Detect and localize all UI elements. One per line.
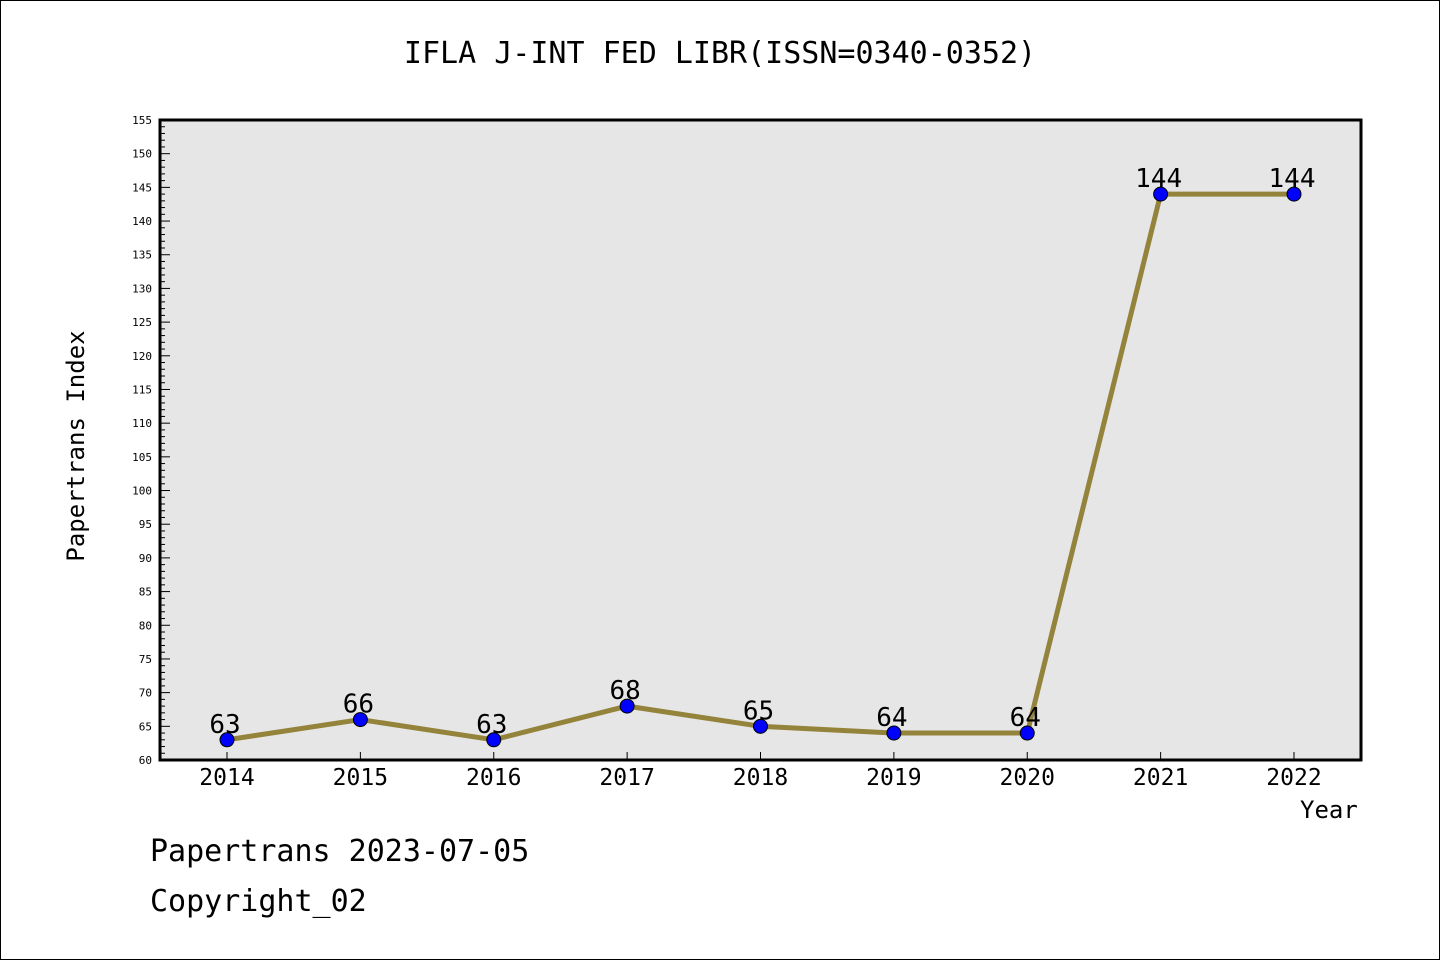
data-point: [486, 732, 502, 748]
y-tick-label: 115: [132, 383, 152, 396]
data-point: [1019, 725, 1035, 741]
data-label: 144: [1269, 164, 1316, 194]
x-tick-label: 2018: [733, 765, 788, 791]
data-point: [1153, 186, 1169, 202]
x-tick-label: 2015: [333, 765, 388, 791]
x-axis-label: Year: [1300, 796, 1358, 824]
y-tick-label: 120: [132, 350, 152, 363]
data-label: 63: [476, 710, 507, 740]
x-tick-label: 2022: [1266, 765, 1321, 791]
y-tick-label: 85: [139, 586, 152, 599]
data-point: [219, 732, 235, 748]
y-tick-label: 60: [139, 754, 152, 767]
y-tick-label: 80: [139, 619, 152, 632]
y-tick-label: 110: [132, 417, 152, 430]
y-tick-label: 75: [139, 653, 152, 666]
footer-date-text: Papertrans 2023-07-05: [150, 834, 530, 869]
x-tick-label: 2016: [466, 765, 521, 791]
data-label: 64: [876, 703, 907, 733]
plot-border: [158, 118, 1363, 762]
data-label: 65: [743, 696, 774, 726]
chart-title: IFLA J-INT FED LIBR(ISSN=0340-0352): [403, 36, 1037, 71]
data-point: [1286, 186, 1302, 202]
x-tick-label: 2014: [199, 765, 254, 791]
x-tick-label: 2017: [599, 765, 654, 791]
y-tick-label: 90: [139, 552, 152, 565]
y-tick-label: 65: [139, 720, 152, 733]
y-tick-label: 105: [132, 451, 152, 464]
data-point: [619, 698, 635, 714]
footer-copyright-text: Copyright_02: [150, 884, 367, 919]
plot-background: [160, 120, 1361, 760]
x-tick-label: 2021: [1133, 765, 1188, 791]
y-tick-label: 100: [132, 485, 152, 498]
data-label: 63: [209, 710, 240, 740]
data-point: [352, 712, 368, 728]
x-tick-label: 2019: [866, 765, 921, 791]
y-tick-label: 135: [132, 249, 152, 262]
y-tick-label: 130: [132, 282, 152, 295]
y-tick-label: 95: [139, 518, 152, 531]
data-point: [753, 718, 768, 734]
data-label: 68: [609, 676, 640, 706]
y-tick-label: 70: [139, 687, 152, 700]
y-tick-label: 155: [132, 114, 152, 127]
y-tick-label: 145: [132, 181, 152, 194]
data-label: 144: [1135, 164, 1182, 194]
data-label: 64: [1010, 703, 1041, 733]
y-tick-label: 150: [132, 148, 152, 161]
y-tick-label: 140: [132, 215, 152, 228]
data-point: [886, 725, 902, 741]
y-tick-label: 125: [132, 316, 152, 329]
x-tick-label: 2020: [1000, 765, 1055, 791]
data-label: 66: [343, 690, 374, 720]
